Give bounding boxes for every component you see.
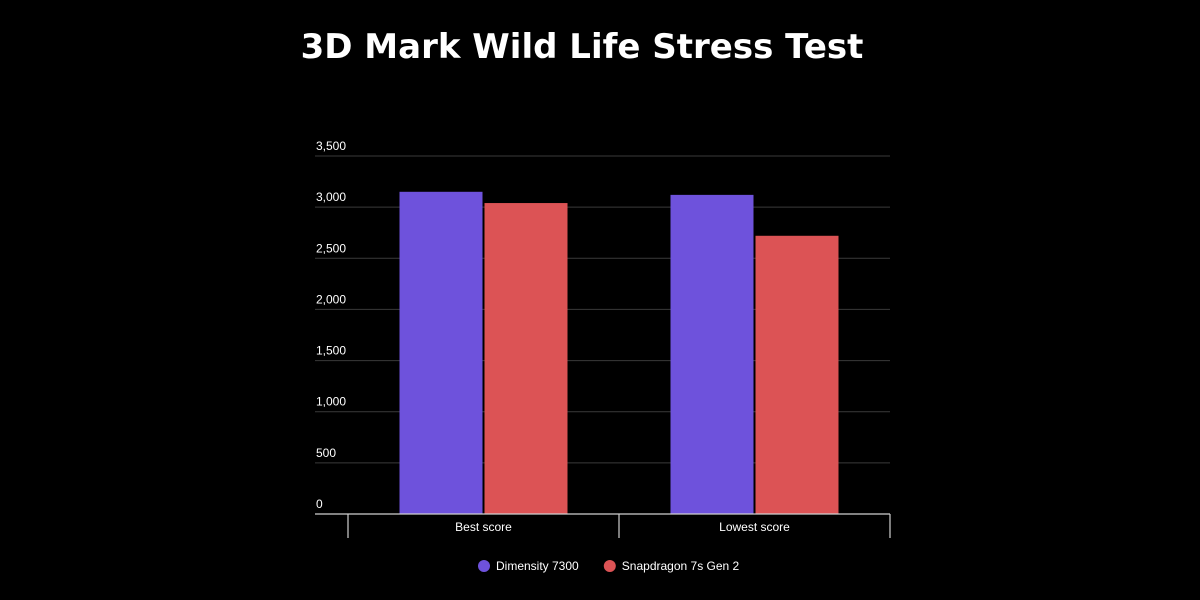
y-tick-label: 3,000 xyxy=(316,190,346,204)
bars xyxy=(399,191,839,515)
y-tick-label: 500 xyxy=(316,446,336,460)
legend-label: Dimensity 7300 xyxy=(496,559,579,573)
y-tick-label: 2,000 xyxy=(316,292,346,306)
y-tick-label: 0 xyxy=(316,497,323,511)
x-axis: Best score Lowest score xyxy=(315,513,891,538)
chart-title: 3D Mark Wild Life Stress Test xyxy=(301,27,864,67)
bar xyxy=(399,191,483,515)
y-tick-label: 3,500 xyxy=(316,139,346,153)
bar xyxy=(484,203,568,514)
y-axis-ticks: 0 500 1,000 1,500 2,000 2,500 3,000 3,500 xyxy=(316,139,346,511)
x-category-label: Lowest score xyxy=(719,520,790,534)
bar xyxy=(755,235,839,515)
legend: Dimensity 7300 Snapdragon 7s Gen 2 xyxy=(478,559,740,573)
y-tick-label: 2,500 xyxy=(316,241,346,255)
y-tick-label: 1,000 xyxy=(316,395,346,409)
legend-label: Snapdragon 7s Gen 2 xyxy=(622,559,740,573)
y-tick-label: 1,500 xyxy=(316,344,346,358)
legend-swatch xyxy=(603,560,616,572)
legend-swatch xyxy=(478,560,490,572)
x-category-label: Best score xyxy=(455,520,512,534)
bar xyxy=(670,194,754,514)
